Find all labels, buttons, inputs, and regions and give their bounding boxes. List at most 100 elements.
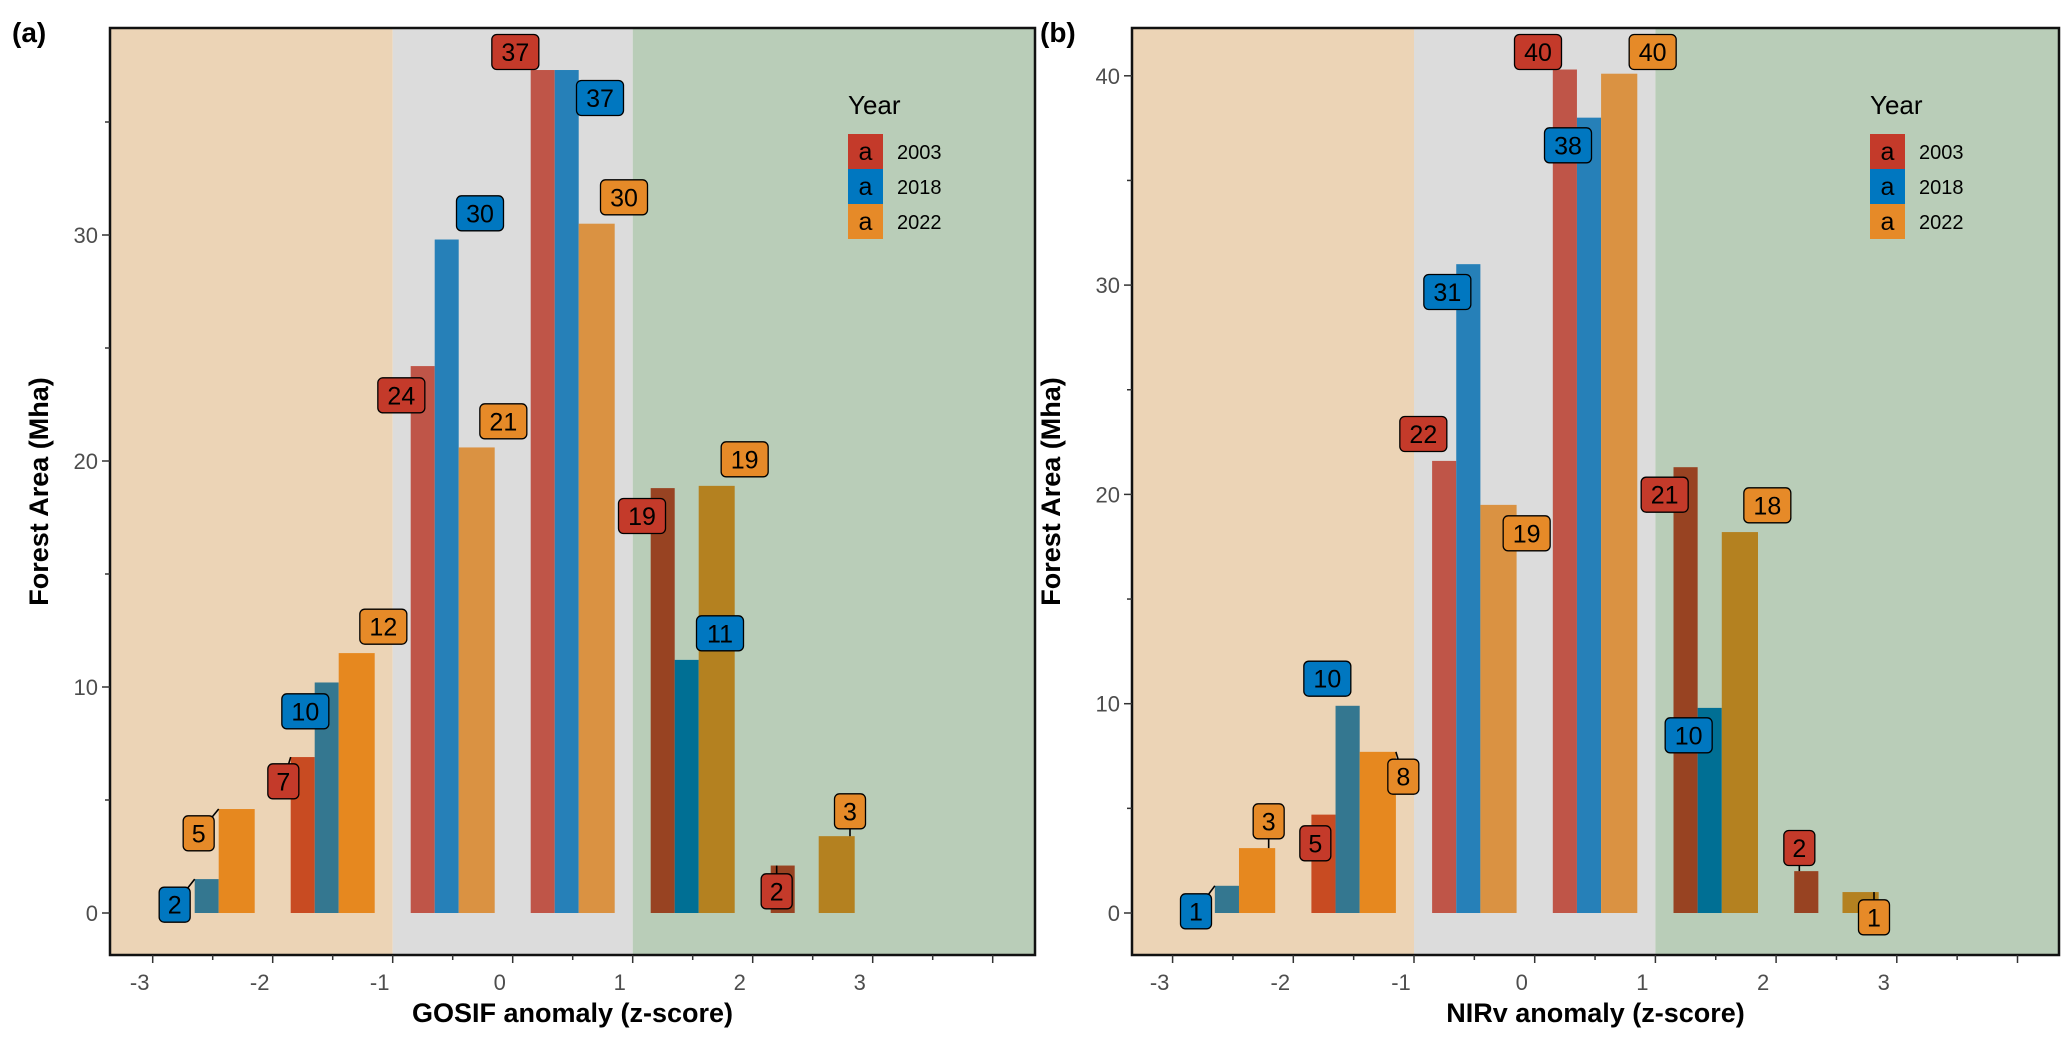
legend-key (1870, 204, 1905, 239)
x-tick-label: 2 (734, 970, 746, 995)
legend-label: 2003 (897, 142, 942, 164)
data-label-text: 22 (1409, 421, 1437, 449)
data-label-text: 3 (843, 798, 857, 826)
data-label-text: 19 (731, 446, 759, 474)
y-tick-label: 30 (74, 223, 98, 248)
x-tick-label: 3 (1878, 970, 1890, 995)
data-label-text: 10 (1675, 722, 1703, 750)
data-label-box (720, 441, 769, 478)
bar-2022 (578, 223, 615, 913)
x-tick-label: -3 (130, 970, 150, 995)
data-label-text: 19 (1513, 520, 1541, 548)
y-tick-label: 20 (74, 449, 98, 474)
x-tick-label: -1 (370, 970, 390, 995)
data-label-box (617, 497, 667, 535)
panel-tag: (a) (12, 17, 46, 48)
x-tick-label: 1 (1636, 970, 1648, 995)
bar-2003 (650, 488, 675, 913)
x-tick-label: -2 (1271, 970, 1291, 995)
data-label-box (281, 693, 330, 730)
panel-b: 0 10 20 30 40 -3 -2 -1 0 1 2 3 NIRv anomaly (z-score… (1036, 17, 2061, 1028)
data-label-2018: 10 (1664, 717, 1713, 754)
data-label-box (1299, 825, 1332, 862)
legend-key-glyph: a (1881, 173, 1895, 201)
x-axis-title: GOSIF anomaly (z-score) (412, 998, 733, 1028)
legend-title: Year (1870, 90, 1923, 120)
bar-2022 (698, 485, 735, 913)
bar-2022 (1480, 504, 1517, 913)
x-tick-label: 2 (1757, 970, 1769, 995)
data-label-box (377, 377, 426, 414)
y-tick-label: 20 (1096, 482, 1120, 507)
bar-2003 (1673, 467, 1698, 913)
data-label-2022: 19 (1502, 515, 1551, 552)
data-label-text: 18 (1753, 492, 1781, 520)
data-label-2022: 30 (599, 179, 649, 216)
data-label-2003: 22 (1399, 415, 1448, 453)
data-label-box (479, 403, 528, 440)
data-label-text: 30 (610, 184, 638, 212)
data-label-2022: 18 (1743, 487, 1792, 524)
data-label-box (599, 179, 649, 216)
legend-key-glyph: a (1881, 138, 1895, 166)
bar-2018 (194, 879, 219, 913)
data-label-text: 10 (1313, 666, 1341, 694)
x-tick-label: 0 (1516, 970, 1528, 995)
data-label-2022: 21 (479, 403, 528, 440)
y-tick-label: 0 (86, 901, 98, 926)
bar-2022 (1238, 848, 1276, 913)
data-label-text: 19 (628, 503, 656, 531)
data-label-box (1252, 803, 1285, 840)
legend-label: 2022 (1919, 212, 1964, 234)
data-label-2018: 10 (281, 693, 330, 730)
data-label-box (267, 763, 300, 800)
data-label-2022: 3 (1252, 803, 1285, 840)
data-label-text: 37 (501, 39, 529, 67)
data-label-2003: 24 (377, 377, 426, 414)
legend-key (848, 134, 883, 169)
data-label-2018: 2 (158, 886, 191, 923)
data-label-2022: 3 (833, 793, 867, 830)
data-label-2003: 2 (1783, 829, 1816, 867)
data-label-text: 24 (387, 382, 415, 410)
legend-label: 2003 (1919, 142, 1964, 164)
bar-2018 (1335, 705, 1360, 913)
x-axis-title: NIRv anomaly (z-score) (1446, 998, 1745, 1028)
legend-label: 2018 (1919, 177, 1964, 199)
legend-label: 2018 (897, 177, 942, 199)
bar-2022 (338, 653, 375, 913)
data-label-text: 3 (1262, 808, 1276, 836)
data-label-text: 10 (291, 698, 319, 726)
data-label-2003: 5 (1299, 825, 1332, 862)
bar-2022 (1721, 532, 1758, 913)
data-label-box (1387, 758, 1420, 795)
data-label-text: 21 (1651, 482, 1679, 510)
x-tick-label: 0 (494, 970, 506, 995)
data-label-2018: 10 (1303, 660, 1352, 697)
data-label-box (158, 886, 191, 923)
data-label-2003: 7 (267, 763, 300, 800)
bar-2022 (818, 836, 855, 913)
legend: Year a 2003 a 2018 a 2022 (848, 90, 942, 239)
bar-2003 (530, 70, 555, 913)
data-label-2022: 8 (1387, 758, 1420, 795)
data-label-2022: 12 (359, 608, 408, 645)
data-label-text: 37 (586, 85, 614, 113)
bar-2018 (1456, 264, 1481, 913)
data-label-box (1399, 415, 1448, 453)
legend-key (848, 169, 883, 204)
bar-2018 (674, 659, 699, 913)
data-label-text: 1 (1867, 904, 1881, 932)
data-label-2003: 37 (491, 33, 540, 71)
data-label-box (1628, 33, 1677, 71)
data-label-box (760, 873, 793, 910)
data-label-text: 5 (192, 820, 206, 848)
data-label-box (1303, 660, 1352, 697)
bar-2022 (458, 447, 495, 913)
data-label-2003: 21 (1640, 476, 1689, 513)
data-label-text: 1 (1189, 898, 1203, 926)
x-tick-label: -1 (1391, 970, 1411, 995)
data-label-box (1743, 487, 1792, 524)
y-tick-label: 0 (1108, 901, 1120, 926)
y-tick-label: 40 (1096, 64, 1120, 89)
